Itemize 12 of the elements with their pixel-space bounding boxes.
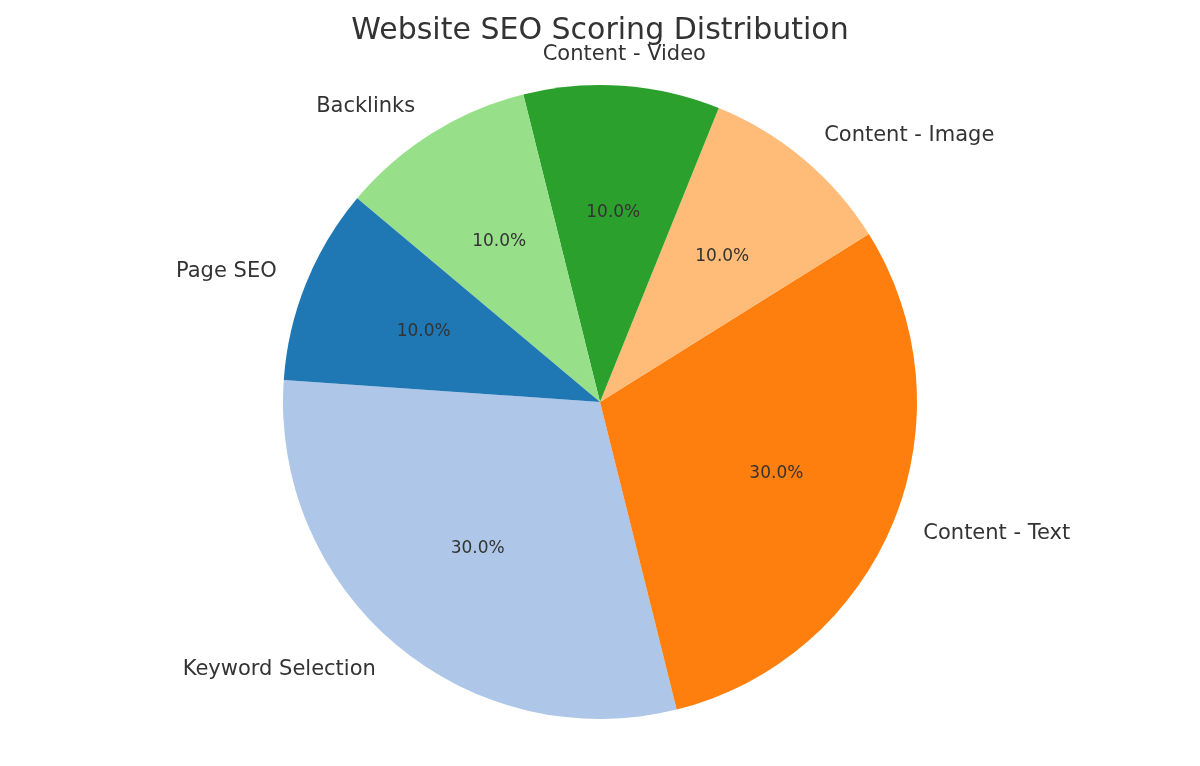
slice-label: Backlinks bbox=[316, 93, 416, 118]
slice-label: Content - Image bbox=[824, 121, 995, 146]
slice-label: Keyword Selection bbox=[182, 656, 376, 681]
data-label: 10.0% bbox=[586, 201, 641, 222]
data-label: 10.0% bbox=[472, 229, 527, 250]
pie-slice bbox=[600, 234, 917, 710]
data-label: 10.0% bbox=[695, 245, 750, 266]
slice-label: Content - Text bbox=[923, 519, 1071, 544]
data-label: 30.0% bbox=[450, 536, 505, 557]
slice-label: Page SEO bbox=[176, 258, 277, 283]
data-label: 30.0% bbox=[749, 462, 804, 483]
data-label: 10.0% bbox=[396, 319, 451, 340]
